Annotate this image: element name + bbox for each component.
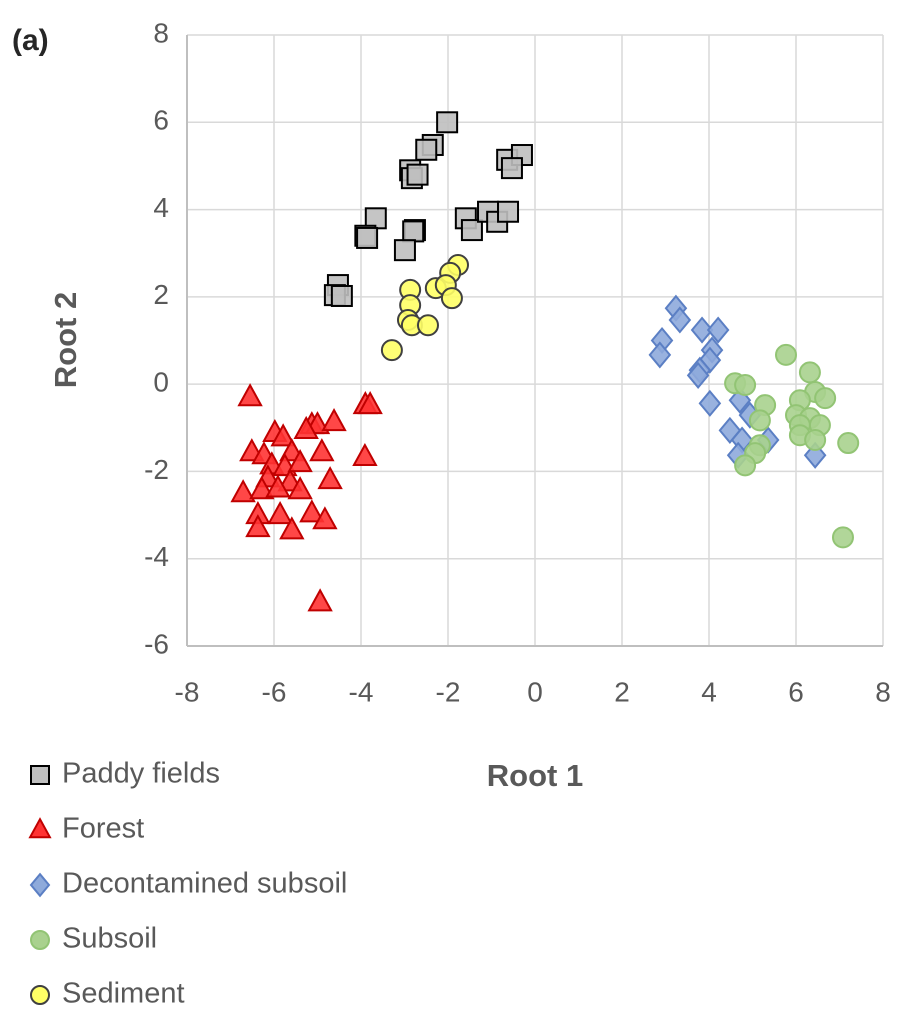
y-tick-label: 6 <box>153 105 169 136</box>
legend-text: Paddy fields <box>62 758 220 790</box>
x-axis-title: Root 1 <box>487 758 583 793</box>
point <box>330 284 353 307</box>
point <box>293 415 319 439</box>
point <box>265 474 291 498</box>
y-tick-label: 4 <box>153 192 169 223</box>
point <box>415 138 438 161</box>
point <box>270 423 296 447</box>
legend-marker <box>29 872 51 898</box>
point <box>698 389 722 417</box>
point <box>237 383 263 407</box>
point <box>690 316 714 344</box>
point <box>287 449 313 473</box>
x-tick-label: -4 <box>349 676 374 707</box>
point <box>245 514 271 538</box>
point <box>734 454 757 477</box>
x-tick-label: 6 <box>788 676 804 707</box>
point <box>312 506 338 530</box>
y-tick-label: 8 <box>153 17 169 48</box>
point <box>249 476 275 500</box>
x-tick-label: -2 <box>436 676 461 707</box>
point <box>668 306 692 334</box>
point <box>804 429 827 452</box>
legend-marker <box>28 817 52 839</box>
point <box>831 526 854 549</box>
legend-text: Decontamined subsoil <box>62 868 347 900</box>
point <box>406 163 429 186</box>
point <box>497 200 520 223</box>
x-tick-label: -8 <box>175 676 200 707</box>
legend-text: Forest <box>62 813 144 845</box>
point <box>774 343 797 366</box>
legend-text: Sediment <box>62 978 185 1010</box>
point <box>309 438 335 462</box>
point <box>402 220 425 243</box>
point <box>267 500 293 525</box>
point <box>356 226 379 249</box>
point <box>357 391 383 415</box>
point <box>798 361 821 384</box>
point <box>460 219 483 242</box>
point <box>686 361 710 389</box>
x-tick-label: 8 <box>875 676 891 707</box>
point <box>279 516 305 540</box>
point <box>393 239 416 262</box>
legend-text: Subsoil <box>62 923 157 955</box>
x-tick-label: 0 <box>527 676 543 707</box>
point <box>317 466 343 490</box>
point <box>436 111 459 134</box>
y-tick-label: 0 <box>153 367 169 398</box>
point <box>500 157 523 180</box>
y-axis-title: Root 2 <box>48 292 83 388</box>
point <box>706 316 730 344</box>
point <box>440 287 463 310</box>
point <box>380 339 403 362</box>
point <box>307 588 333 612</box>
point <box>416 314 439 337</box>
point <box>648 341 672 369</box>
panel-label: (a) <box>12 24 49 57</box>
point <box>814 387 837 410</box>
point <box>734 374 757 397</box>
point <box>748 409 771 432</box>
y-tick-label: 2 <box>153 279 169 310</box>
point <box>352 442 378 467</box>
point <box>299 499 325 523</box>
x-tick-label: -6 <box>262 676 287 707</box>
legend-marker <box>30 765 50 785</box>
legend-marker <box>30 985 50 1005</box>
x-tick-label: 4 <box>701 676 717 707</box>
point <box>321 408 347 432</box>
point <box>287 476 313 500</box>
point <box>837 432 860 455</box>
y-tick-label: -2 <box>144 454 169 485</box>
x-tick-label: 2 <box>614 676 630 707</box>
legend-marker <box>30 930 50 950</box>
point <box>230 479 256 503</box>
y-tick-label: -6 <box>144 628 169 659</box>
y-tick-label: -4 <box>144 541 169 572</box>
